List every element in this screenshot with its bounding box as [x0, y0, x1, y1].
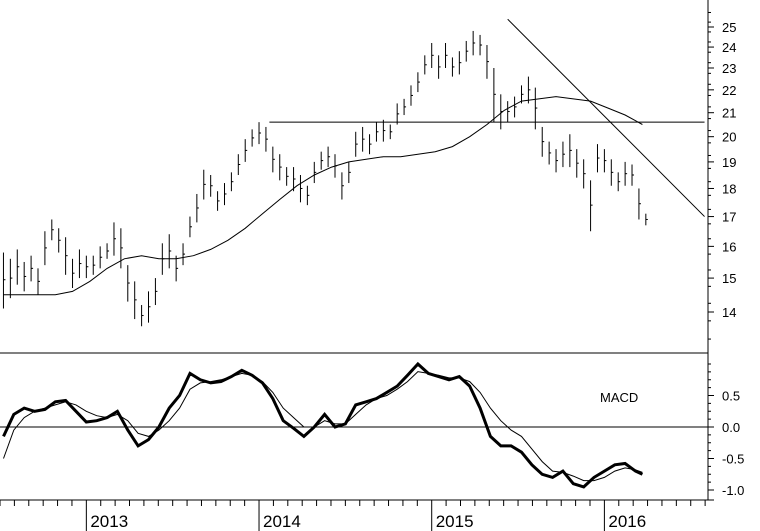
price-y-tick-label: 18 [722, 181, 736, 196]
x-year-label: 2016 [608, 512, 646, 531]
price-y-tick-label: 24 [722, 40, 736, 55]
price-y-tick-label: 17 [722, 210, 736, 225]
price-y-tick-label: 15 [722, 271, 736, 286]
price-panel: 14 15 16 17 18 19 20 21 22 23 24 25 [2, 11, 736, 340]
price-y-tick-label: 25 [722, 20, 736, 35]
price-y-tick-label: 14 [722, 305, 736, 320]
macd-y-tick-label: 0.5 [722, 389, 740, 404]
price-y-tick-label: 21 [722, 106, 736, 121]
macd-y-tick-label: -1.0 [722, 483, 744, 498]
signal-series-line [3, 371, 643, 482]
price-y-tick-label: 20 [722, 130, 736, 145]
macd-annotation: MACD [600, 390, 638, 405]
x-year-label: 2013 [90, 512, 128, 531]
x-year-label: 2015 [436, 512, 474, 531]
price-y-tick-label: 19 [722, 155, 736, 170]
price-y-tick-label: 23 [722, 61, 736, 76]
price-y-tick-label: 16 [722, 239, 736, 254]
macd-y-tick-label: -0.5 [722, 452, 744, 467]
moving-average-line [3, 96, 643, 296]
downtrend-line [507, 18, 705, 217]
chart-frame [0, 0, 714, 501]
x-year-label: 2014 [263, 512, 301, 531]
macd-y-tick-label: 0.0 [722, 420, 740, 435]
x-axis: 2013 2014 2015 2016 [0, 500, 706, 531]
price-y-tick-label: 22 [722, 83, 736, 98]
macd-panel: 0.5 0.0 -0.5 -1.0 MACD [0, 361, 744, 498]
macd-series-line [2, 361, 644, 489]
